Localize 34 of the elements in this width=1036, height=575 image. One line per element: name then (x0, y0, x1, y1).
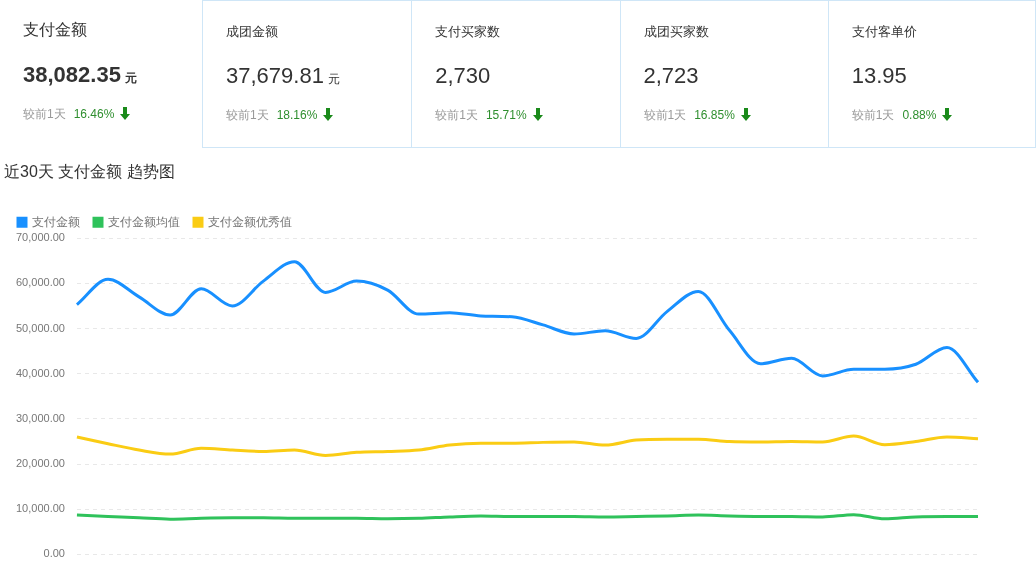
y-tick-label: 30,000.00 (16, 411, 65, 424)
text: 较前1天 (643, 108, 687, 122)
legend-label: 支付金额 (32, 214, 80, 229)
y-tick-label: 10,000.00 (16, 502, 65, 515)
text: 元 (124, 71, 137, 85)
text: 38,082.35 (23, 62, 121, 87)
text: 15.71% (485, 108, 527, 122)
text: 支付买家数 (435, 23, 501, 41)
text: 37,679.81 (226, 63, 324, 88)
text: 18.16% (276, 108, 318, 122)
y-tick-label: 70,000.00 (16, 231, 65, 244)
y-tick-label: 0.00 (43, 547, 65, 560)
legend-label: 支付金额均值 (108, 214, 180, 229)
y-tick-label: 40,000.00 (16, 366, 65, 379)
y-tick-label: 50,000.00 (16, 321, 65, 334)
text: 2,730 (435, 63, 491, 88)
text: 2,723 (643, 63, 699, 88)
text: 支付客单价 (851, 23, 917, 41)
text: 元 (327, 72, 340, 86)
text: 较前1天 (435, 108, 478, 122)
text: 较前1天 (23, 107, 66, 121)
legend-label: 支付金额优秀值 (208, 214, 292, 229)
y-tick-label: 20,000.00 (16, 457, 65, 470)
text: 支付金额 (23, 20, 87, 40)
text: 0.88% (902, 108, 937, 122)
chart-title: 近30天 支付金额 趋势图 (4, 163, 175, 181)
text: 13.95 (851, 63, 907, 88)
text: 成团买家数 (643, 23, 709, 41)
text: 16.46% (73, 107, 115, 121)
text: 成团金额 (226, 23, 278, 41)
text: 较前1天 (226, 108, 269, 122)
text: 16.85% (694, 108, 735, 122)
text: 较前1天 (851, 108, 895, 122)
y-tick-label: 60,000.00 (16, 276, 65, 289)
